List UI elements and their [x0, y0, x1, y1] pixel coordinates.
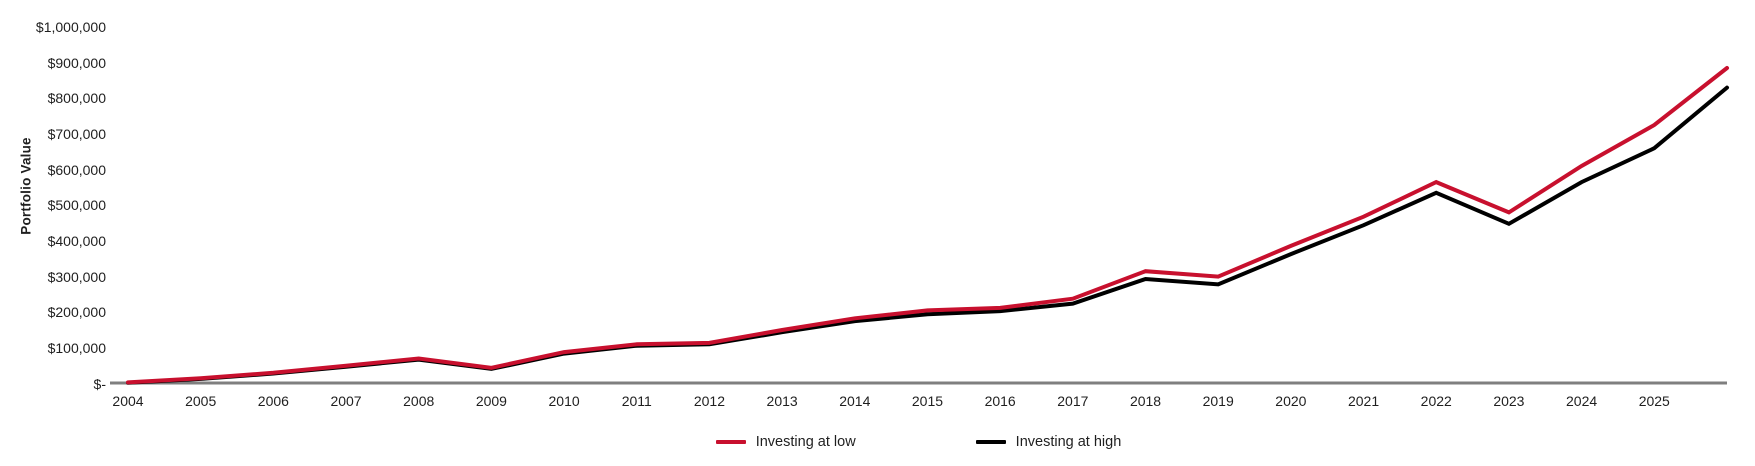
legend-item: Investing at high: [975, 434, 1122, 450]
y-tick-label: $600,000: [47, 161, 106, 178]
y-tick-label: $100,000: [47, 339, 106, 356]
x-tick-label: 2005: [185, 393, 217, 409]
plot-area: [110, 66, 1729, 385]
legend-label: Investing at low: [755, 434, 856, 450]
y-tick-label: $300,000: [47, 268, 106, 285]
legend-swatch-icon: [715, 440, 746, 444]
x-tick-label: 2009: [475, 393, 507, 409]
y-tick-label: $1,000,000: [35, 19, 106, 35]
x-tick-label: 2011: [621, 393, 652, 409]
x-tick-label: 2010: [548, 393, 580, 409]
x-tick-label: 2018: [1129, 393, 1162, 409]
x-tick-label: 2017: [1057, 393, 1089, 409]
x-tick-label: 2004: [112, 393, 144, 409]
legend-label: Investing at high: [1015, 434, 1122, 450]
x-tick-label: 2015: [911, 393, 944, 409]
y-axis-tick-labels: $1,000,000 $900,000 $800,000 $700,000 $600,0…: [0, 0, 106, 466]
x-tick-label: 2022: [1420, 393, 1452, 409]
y-tick-label: $-: [93, 375, 106, 392]
x-tick-label: 2014: [839, 393, 871, 409]
x-tick-label: 2012: [693, 393, 726, 409]
x-tick-label: 2007: [330, 393, 362, 409]
y-tick-label: $500,000: [47, 197, 106, 214]
x-tick-label: 2006: [257, 393, 289, 409]
y-tick-label: $700,000: [47, 125, 106, 142]
x-tick-label: 2024: [1566, 393, 1598, 409]
y-tick-label: $400,000: [47, 232, 106, 249]
x-tick-label: 2019: [1202, 393, 1234, 409]
y-tick-label: $900,000: [47, 54, 106, 71]
x-tick-label: 2008: [403, 393, 435, 409]
x-tick-label: 2023: [1493, 393, 1525, 409]
y-tick-label: $200,000: [47, 304, 106, 321]
legend-swatch-icon: [975, 440, 1006, 444]
legend: Investing at low Investing at high: [110, 434, 1727, 450]
x-tick-label: 2020: [1275, 393, 1307, 409]
legend-item: Investing at low: [715, 434, 856, 450]
x-tick-label: 2025: [1638, 393, 1670, 409]
x-tick-label: 2016: [984, 393, 1016, 409]
x-tick-label: 2013: [766, 393, 798, 409]
x-tick-label: 2021: [1347, 393, 1380, 409]
y-tick-label: $800,000: [47, 90, 106, 107]
series-line-investing-at-low: [126, 66, 1729, 385]
